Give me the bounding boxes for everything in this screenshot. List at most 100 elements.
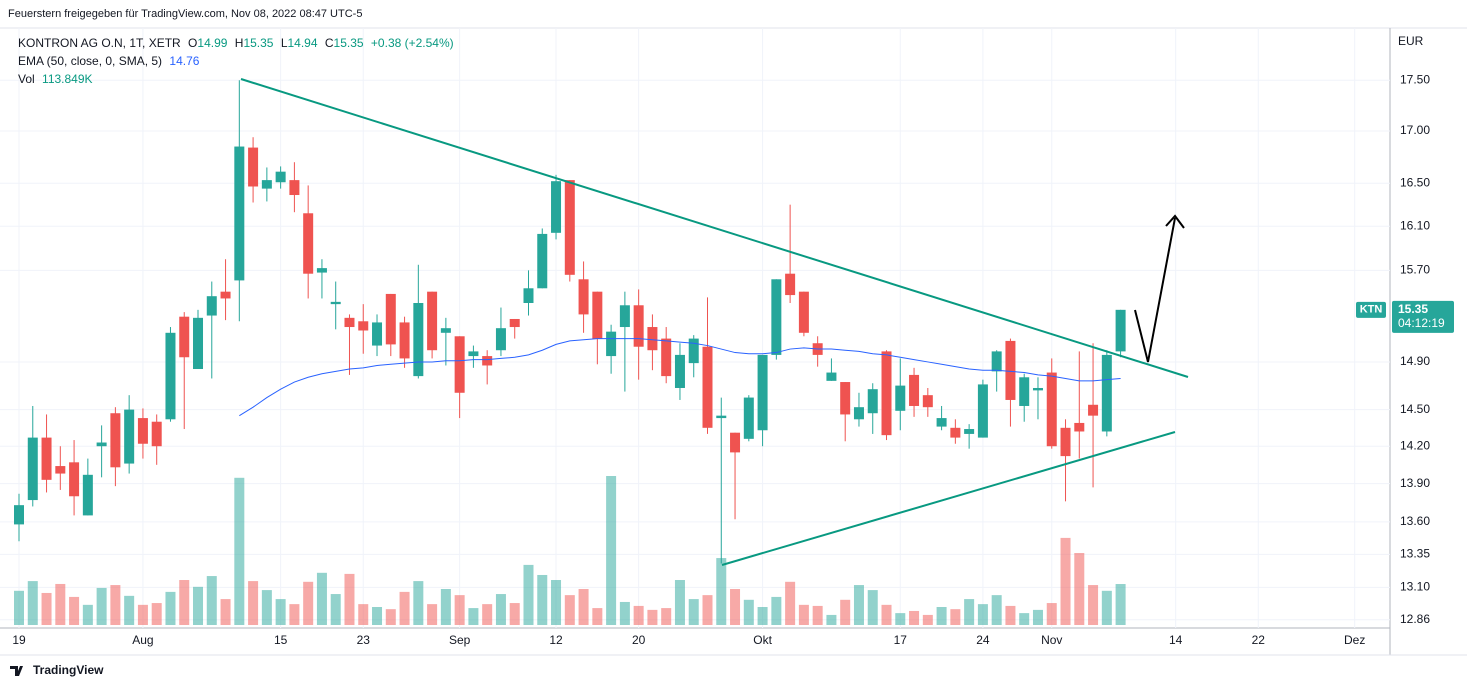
candle-body: [220, 291, 231, 299]
candle-body: [674, 354, 685, 388]
candle-body: [509, 318, 520, 328]
volume-bar: [840, 599, 851, 625]
volume-bar: [1101, 590, 1112, 625]
volume-bar: [193, 586, 204, 625]
candle-body: [564, 180, 575, 275]
candle-body: [619, 305, 630, 328]
y-tick-label: 13.10: [1400, 580, 1430, 594]
volume-bar: [853, 585, 864, 625]
candle-body: [1060, 427, 1071, 457]
volume-bar: [289, 604, 300, 625]
candles: [14, 80, 1126, 564]
candle-body: [165, 332, 176, 420]
candle-body: [468, 351, 479, 357]
candle-body: [179, 316, 190, 358]
y-tick-label: 12.86: [1400, 612, 1430, 626]
volume-bar: [647, 609, 658, 625]
candle-body: [840, 382, 851, 415]
volume-bar: [509, 603, 520, 625]
candle-body: [922, 395, 933, 408]
candle-body: [41, 437, 52, 480]
y-tick-label: 17.50: [1400, 72, 1430, 86]
volume-bar: [1019, 613, 1030, 625]
volume-bar: [578, 589, 589, 625]
x-tick-label: 12: [549, 633, 563, 647]
y-tick-label: 14.90: [1400, 354, 1430, 368]
x-tick-label: Sep: [449, 633, 471, 647]
volume-bar: [1088, 585, 1099, 625]
volume-bar: [358, 604, 369, 625]
volume-bar: [69, 596, 80, 625]
volume-bar: [537, 574, 548, 625]
volume-bar: [922, 614, 933, 625]
volume-bar: [977, 604, 988, 625]
volume-bar: [261, 590, 272, 625]
legend-main: KONTRON AG O.N, 1T, XETR O14.99 H15.35 L…: [18, 34, 458, 52]
volume-bar: [592, 608, 603, 625]
volume-bar: [743, 599, 754, 625]
drawings: [240, 78, 1189, 566]
volume-bar: [757, 607, 768, 625]
candle-body: [826, 372, 837, 381]
candle-body: [757, 354, 768, 431]
candle-body: [909, 374, 920, 406]
volume-bar: [27, 581, 38, 625]
ema-name: EMA (50, close, 0, SMA, 5): [18, 54, 163, 68]
x-tick-label: 14: [1169, 633, 1183, 647]
volume-bar: [413, 581, 424, 625]
volume-bar: [1046, 603, 1057, 625]
candle-body: [950, 427, 961, 438]
x-tick-label: 19: [12, 633, 26, 647]
candle-body: [688, 338, 699, 364]
volume-bar: [124, 595, 135, 625]
brand-logo: TradingView: [10, 663, 104, 677]
volume-bar: [137, 604, 148, 625]
candle-body: [344, 317, 355, 328]
volume-bar: [523, 564, 534, 625]
candle-body: [1032, 387, 1043, 391]
candle-body: [798, 291, 809, 333]
x-tick-label: Okt: [753, 633, 772, 647]
candle-body: [55, 466, 66, 474]
candle-body: [427, 291, 438, 351]
volume-bar: [785, 581, 796, 625]
volume-bar: [275, 599, 286, 625]
candle-body: [151, 421, 162, 447]
ema-line: [239, 338, 1121, 417]
volume-bar: [427, 604, 438, 625]
volume-bar: [881, 604, 892, 625]
candle-body: [771, 279, 782, 355]
candle-body: [27, 437, 38, 501]
volume-bar: [82, 604, 93, 625]
vol-value: 113.849K: [42, 72, 93, 86]
volume-bar: [482, 604, 493, 625]
ema-value: 14.76: [169, 54, 200, 68]
trend-line-lower: [721, 431, 1176, 566]
candle-body: [1074, 422, 1085, 432]
candle-body: [372, 322, 383, 346]
candle-body: [234, 146, 245, 281]
volume-bar: [220, 599, 231, 625]
volume-bar: [661, 608, 672, 625]
x-tick-label: 20: [632, 633, 646, 647]
x-tick-label: Nov: [1041, 633, 1062, 647]
candle-body: [261, 180, 272, 189]
volume-bar: [179, 580, 190, 625]
volume-bar: [619, 601, 630, 625]
grid: [0, 28, 1390, 628]
x-tick-label: 22: [1252, 633, 1266, 647]
candle-body: [977, 384, 988, 438]
volume-bar: [495, 594, 506, 625]
candle-body: [633, 305, 644, 347]
candle-body: [413, 302, 424, 377]
candle-body: [69, 462, 80, 497]
x-tick-label: Dez: [1344, 633, 1365, 647]
volume-bar: [234, 477, 245, 625]
volume-bar: [385, 609, 396, 625]
candle-body: [853, 407, 864, 420]
x-tick-label: 23: [357, 633, 371, 647]
volume-bar: [41, 592, 52, 625]
volume-bar: [1005, 605, 1016, 625]
symbol: KONTRON AG O.N, 1T, XETR: [18, 36, 181, 50]
